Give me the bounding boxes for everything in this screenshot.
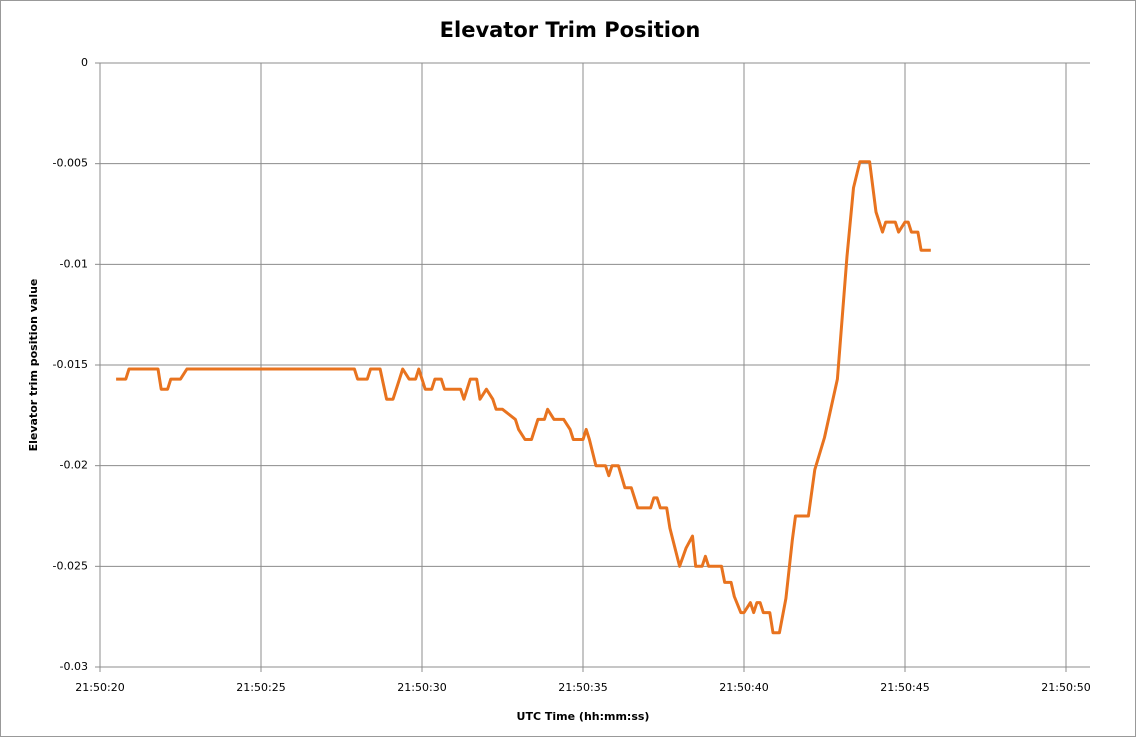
y-tick-label: -0.025 [53,559,88,572]
y-tick-label: -0.03 [60,660,88,673]
data-line [116,160,931,635]
x-tick-label: 21:50:45 [880,681,929,694]
x-tick-label: 21:50:35 [558,681,607,694]
chart-title: Elevator Trim Position [440,18,701,42]
x-tick-label: 21:50:40 [719,681,768,694]
x-tick-label: 21:50:25 [236,681,285,694]
y-tick-label: -0.005 [53,157,88,170]
y-axis-label: Elevator trim position value [27,279,40,452]
y-tick-label: 0 [81,56,88,69]
x-tick-label: 21:50:30 [397,681,446,694]
y-tick-label: -0.02 [60,459,88,472]
x-tick-label: 21:50:20 [75,681,124,694]
y-tick-label: -0.01 [60,257,88,270]
x-axis-label: UTC Time (hh:mm:ss) [517,710,650,723]
x-tick-label: 21:50:50 [1041,681,1090,694]
y-tick-label: -0.015 [53,358,88,371]
